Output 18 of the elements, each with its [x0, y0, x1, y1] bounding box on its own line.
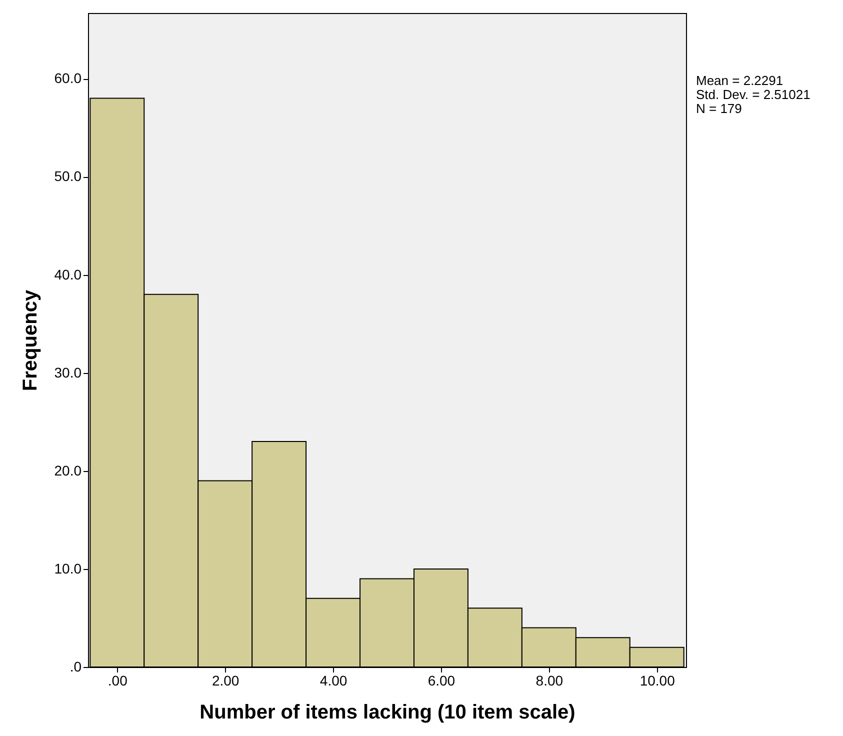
x-tick-label: 8.00: [536, 672, 564, 688]
x-tick-label: 6.00: [428, 672, 456, 688]
y-tick-label: 50.0: [54, 168, 82, 184]
y-axis-title: Frequency: [19, 289, 42, 392]
text: Std. Dev. = 2.51021: [696, 87, 810, 102]
text: Mean = 2.2291: [696, 73, 784, 88]
x-tick-label: 10.00: [640, 672, 676, 688]
y-tick-label: 30.0: [54, 364, 82, 380]
x-tick-label: 4.00: [320, 672, 348, 688]
x-axis-title: Number of items lacking (10 item scale): [200, 702, 576, 724]
x-tick-label: .00: [108, 672, 128, 688]
y-tick-label: .0: [70, 658, 82, 674]
x-tick-label: 2.00: [212, 672, 240, 688]
y-tick-label: 40.0: [54, 266, 82, 282]
y-tick-label: 60.0: [54, 70, 82, 86]
y-tick-label: 10.0: [54, 560, 82, 576]
y-tick-label: 20.0: [54, 462, 82, 478]
text: N = 179: [696, 101, 742, 116]
